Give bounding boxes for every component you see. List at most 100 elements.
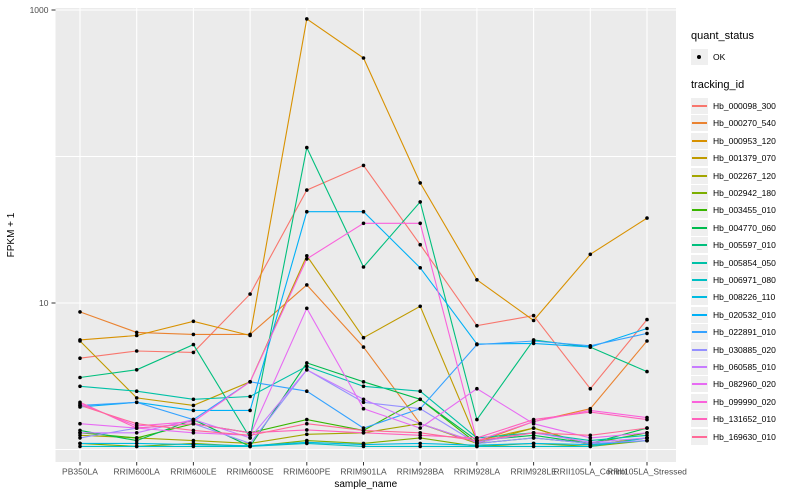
legend-key-point bbox=[691, 48, 708, 65]
line-swatch-icon bbox=[692, 192, 707, 195]
line-swatch-icon bbox=[692, 139, 707, 142]
data-point bbox=[305, 417, 309, 422]
legend-item: Hb_020532_010 bbox=[691, 306, 799, 323]
data-point bbox=[588, 410, 593, 414]
data-point bbox=[645, 426, 649, 430]
legend-key-line bbox=[691, 324, 708, 341]
data-point bbox=[191, 428, 196, 433]
data-point bbox=[418, 426, 423, 430]
data-point bbox=[645, 436, 649, 440]
data-point bbox=[475, 438, 479, 443]
data-point bbox=[134, 396, 139, 400]
legend-item-label: Hb_008226_110 bbox=[713, 292, 776, 303]
legend-key-line bbox=[691, 115, 708, 132]
legend-key-line bbox=[691, 393, 708, 410]
data-point bbox=[134, 400, 139, 405]
data-point bbox=[645, 339, 649, 343]
line-swatch-icon bbox=[692, 296, 707, 299]
legend-key-line bbox=[691, 98, 708, 115]
data-point bbox=[78, 400, 82, 405]
line-swatch-icon bbox=[692, 331, 707, 334]
data-point bbox=[418, 304, 423, 309]
data-point bbox=[78, 421, 82, 426]
legend-item: Hb_006971_080 bbox=[691, 271, 799, 288]
data-point bbox=[134, 444, 139, 449]
legend-item: Hb_099990_020 bbox=[691, 393, 799, 410]
data-point bbox=[305, 364, 309, 369]
legend-item-label: Hb_000098_300 bbox=[713, 101, 776, 112]
data-point bbox=[588, 433, 593, 438]
legend-item: Hb_000953_120 bbox=[691, 132, 799, 149]
data-point bbox=[418, 221, 423, 226]
legend-key-line bbox=[691, 202, 708, 219]
legend-key-line bbox=[691, 411, 708, 428]
data-point bbox=[531, 441, 536, 446]
x-tick-label: RRIM928LA bbox=[454, 467, 501, 477]
data-point bbox=[531, 339, 536, 343]
legend-item: Hb_030885_020 bbox=[691, 341, 799, 358]
data-point bbox=[78, 433, 82, 438]
data-point bbox=[475, 323, 479, 328]
data-point bbox=[588, 440, 593, 445]
data-point bbox=[645, 438, 649, 443]
data-point bbox=[418, 200, 423, 204]
data-point bbox=[361, 335, 366, 340]
data-point bbox=[418, 431, 423, 435]
data-point bbox=[78, 444, 82, 449]
data-point bbox=[645, 431, 649, 435]
data-point bbox=[531, 313, 536, 318]
data-point bbox=[418, 397, 423, 402]
legend-panel: quant_status OK tracking_id Hb_000098_30… bbox=[691, 28, 799, 445]
line-swatch-icon bbox=[692, 383, 707, 386]
data-point bbox=[191, 319, 196, 324]
line-swatch-icon bbox=[692, 122, 707, 125]
data-point bbox=[418, 406, 423, 411]
data-point bbox=[305, 209, 309, 214]
y-tick-label: 10 bbox=[39, 298, 49, 308]
legend-item-label: Hb_004770_060 bbox=[713, 222, 776, 233]
legend-item-label: Hb_002942_180 bbox=[713, 188, 776, 199]
data-point bbox=[134, 389, 139, 394]
data-point bbox=[361, 397, 366, 402]
data-point bbox=[191, 397, 196, 402]
x-tick-label: RRIM901LA bbox=[340, 467, 387, 477]
legend-item: Hb_000270_540 bbox=[691, 115, 799, 132]
data-point bbox=[248, 380, 252, 384]
legend-title-tracking-id: tracking_id bbox=[691, 79, 745, 92]
legend-key-line bbox=[691, 219, 708, 236]
data-point bbox=[361, 380, 366, 384]
legend-item-label: Hb_060585_010 bbox=[713, 361, 776, 372]
data-point bbox=[78, 431, 82, 435]
data-point bbox=[305, 188, 309, 192]
legend-key-line bbox=[691, 341, 708, 358]
data-point bbox=[645, 417, 649, 422]
line-swatch-icon bbox=[692, 174, 707, 177]
data-point bbox=[78, 375, 82, 380]
data-point bbox=[475, 342, 479, 347]
line-swatch-icon bbox=[692, 244, 707, 247]
y-tick-label: 1000 bbox=[30, 5, 49, 15]
data-point bbox=[305, 440, 309, 445]
data-point bbox=[305, 283, 309, 287]
data-point bbox=[531, 436, 536, 440]
data-point bbox=[418, 181, 423, 185]
legend-item: Hb_005597_010 bbox=[691, 237, 799, 254]
legend-item-label: Hb_000953_120 bbox=[713, 135, 776, 146]
data-point bbox=[305, 389, 309, 394]
data-point bbox=[134, 349, 139, 353]
line-swatch-icon bbox=[692, 105, 707, 108]
data-point bbox=[588, 252, 593, 257]
data-point bbox=[361, 56, 366, 60]
legend-key-line bbox=[691, 185, 708, 202]
legend-item: Hb_001379_070 bbox=[691, 150, 799, 167]
data-point bbox=[418, 436, 423, 440]
data-point bbox=[531, 431, 536, 435]
legend-item-label: Hb_005597_010 bbox=[713, 240, 776, 251]
data-point bbox=[361, 428, 366, 433]
data-point bbox=[361, 442, 366, 447]
data-point bbox=[645, 326, 649, 331]
line-swatch-icon bbox=[692, 348, 707, 351]
data-point bbox=[191, 403, 196, 408]
data-point bbox=[134, 421, 139, 426]
data-point bbox=[191, 342, 196, 347]
